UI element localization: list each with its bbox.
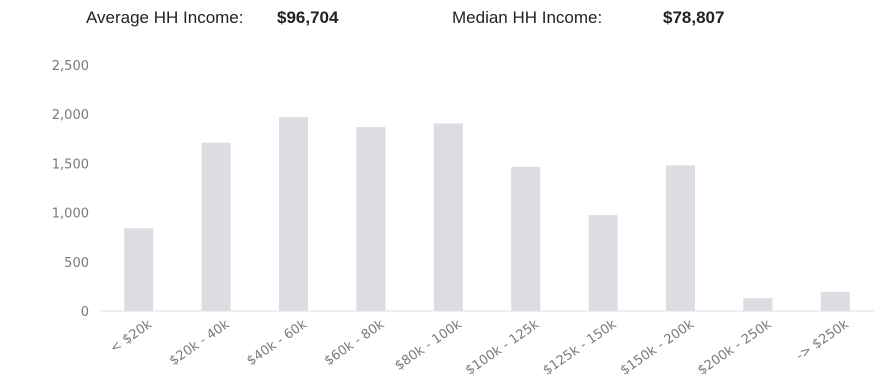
bar: [820, 291, 850, 311]
bar: [356, 126, 386, 311]
x-tick-label: -> $250k: [794, 317, 852, 364]
x-tick-label: < $20k: [108, 317, 156, 357]
bar: [743, 298, 773, 311]
average-income-value: $96,704: [277, 8, 339, 27]
bar-series: [124, 117, 850, 311]
bar: [433, 123, 463, 311]
bar: [124, 228, 154, 311]
average-income-label: Average HH Income:: [86, 8, 244, 27]
bar: [511, 166, 541, 311]
y-tick-label: 1,000: [52, 207, 89, 222]
bar: [279, 117, 308, 311]
y-axis: 0 500 1,000 1,500 2,000 2,500: [52, 59, 89, 320]
y-tick-label: 2,500: [52, 59, 89, 74]
x-tick-label: $125k - 150k: [540, 317, 619, 379]
bar: [588, 215, 618, 311]
median-income-value: $78,807: [663, 8, 725, 27]
y-tick-label: 1,500: [52, 157, 89, 172]
x-tick-label: $200k - 250k: [695, 317, 774, 379]
x-tick-label: $100k - 125k: [463, 317, 542, 379]
y-tick-label: 2,000: [52, 108, 89, 123]
x-tick-label: $60k - 80k: [322, 317, 388, 369]
income-summary: Average HH Income: $96,704 Median HH Inc…: [0, 0, 894, 40]
y-tick-label: 500: [64, 256, 89, 271]
median-income-label: Median HH Income:: [452, 8, 603, 27]
bar: [201, 142, 231, 311]
x-tick-label: $150k - 200k: [618, 317, 697, 379]
x-axis: < $20k $20k - 40k $40k - 60k $60k - 80k $80k…: [108, 317, 852, 379]
y-tick-label: 0: [81, 305, 89, 320]
bar: [666, 165, 695, 311]
x-tick-label: $40k - 60k: [244, 317, 310, 369]
x-tick-label: $20k - 40k: [167, 317, 233, 369]
x-tick-label: $80k - 100k: [392, 317, 465, 374]
